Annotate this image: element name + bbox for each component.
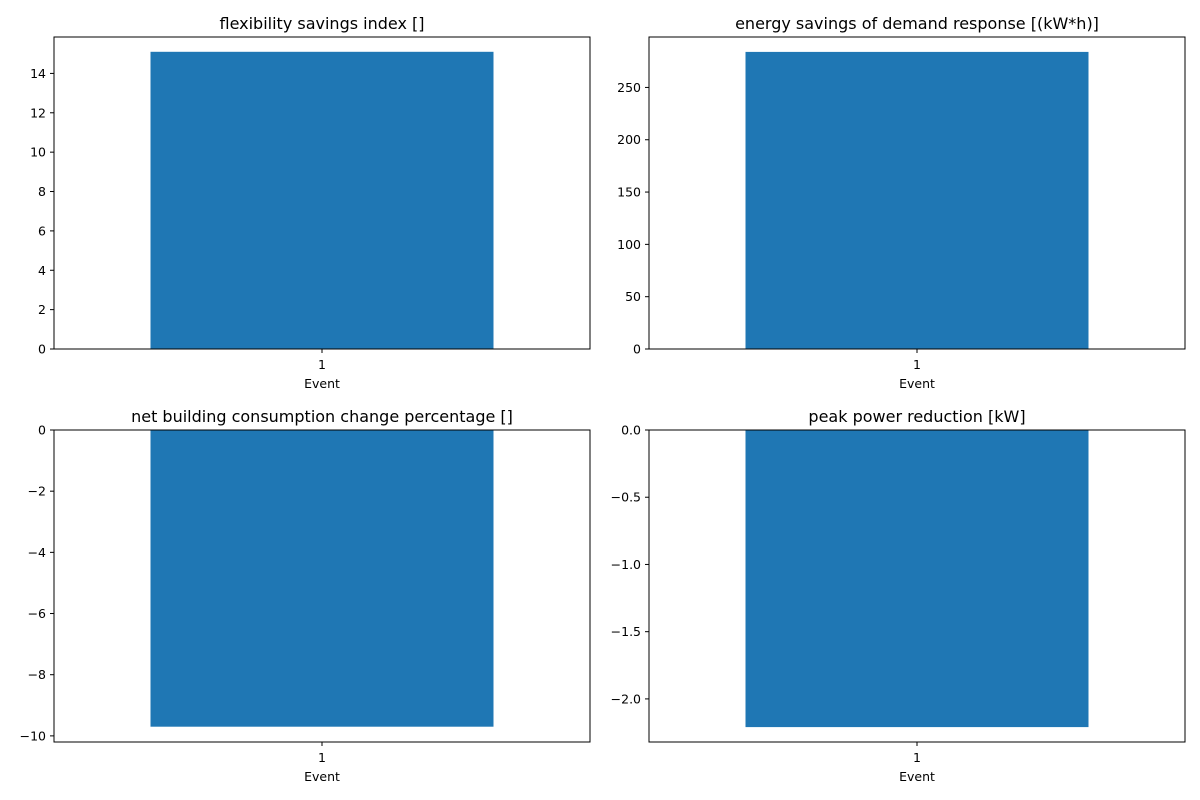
y-tick-label: 0	[38, 423, 46, 438]
y-tick-label: 50	[625, 289, 641, 304]
y-tick-label: 0	[38, 342, 46, 357]
x-axis-label: Event	[304, 769, 340, 784]
y-tick-label: −1.0	[611, 557, 641, 572]
bar-1	[745, 430, 1089, 728]
y-tick-label: 4	[38, 263, 46, 278]
chart-title: net building consumption change percenta…	[131, 407, 513, 426]
chart-title: energy savings of demand response [(kW*h…	[735, 14, 1099, 33]
y-tick-label: 0.0	[621, 423, 641, 438]
y-tick-label: 8	[38, 184, 46, 199]
axes-frame	[53, 36, 591, 350]
y-tick-label: 2	[38, 302, 46, 317]
chart-panel-bottom-right: 1 0.0 −0.5 −1.0 −1.5 −2.0 peak power reduction…	[611, 407, 1186, 784]
axes-frame	[648, 429, 1186, 743]
x-tick-label: 1	[318, 357, 326, 372]
bar-1	[150, 430, 494, 727]
axes-frame	[53, 429, 591, 743]
axes-frame	[648, 36, 1186, 350]
y-tick-label: 150	[617, 185, 641, 200]
y-tick-label: 100	[617, 237, 641, 252]
x-tick-label: 1	[318, 750, 326, 765]
y-tick-label: 200	[617, 132, 641, 147]
x-tick-label: 1	[913, 357, 921, 372]
y-tick-label: −2	[28, 484, 46, 499]
chart-title: flexibility savings index []	[220, 14, 425, 33]
x-tick-label: 1	[913, 750, 921, 765]
y-tick-label: 0	[633, 342, 641, 357]
x-axis-label: Event	[899, 769, 935, 784]
bar-1	[745, 51, 1089, 350]
y-tick-label: −0.5	[611, 490, 641, 505]
y-tick-label: 6	[38, 223, 46, 238]
chart-panel-bottom-left: 1 0 −2 −4 −6 −8 −10 net building consumption ch…	[20, 407, 591, 784]
x-axis-label: Event	[304, 376, 340, 391]
y-tick-label: −2.0	[611, 691, 641, 706]
y-tick-label: −8	[28, 667, 46, 682]
y-tick-label: 14	[30, 66, 46, 81]
chart-title: peak power reduction [kW]	[808, 407, 1025, 426]
x-axis-label: Event	[899, 376, 935, 391]
y-tick-label: 10	[30, 145, 46, 160]
y-tick-label: −1.5	[611, 624, 641, 639]
y-tick-label: −6	[28, 606, 46, 621]
bar-1	[150, 51, 494, 350]
y-tick-label: −4	[28, 545, 46, 560]
chart-panel-top-right: 1 0 50 100 150 200 250 energy savings of demand…	[617, 14, 1186, 391]
y-tick-label: 250	[617, 80, 641, 95]
y-tick-label: 12	[30, 105, 46, 120]
y-tick-label: −10	[20, 728, 46, 743]
